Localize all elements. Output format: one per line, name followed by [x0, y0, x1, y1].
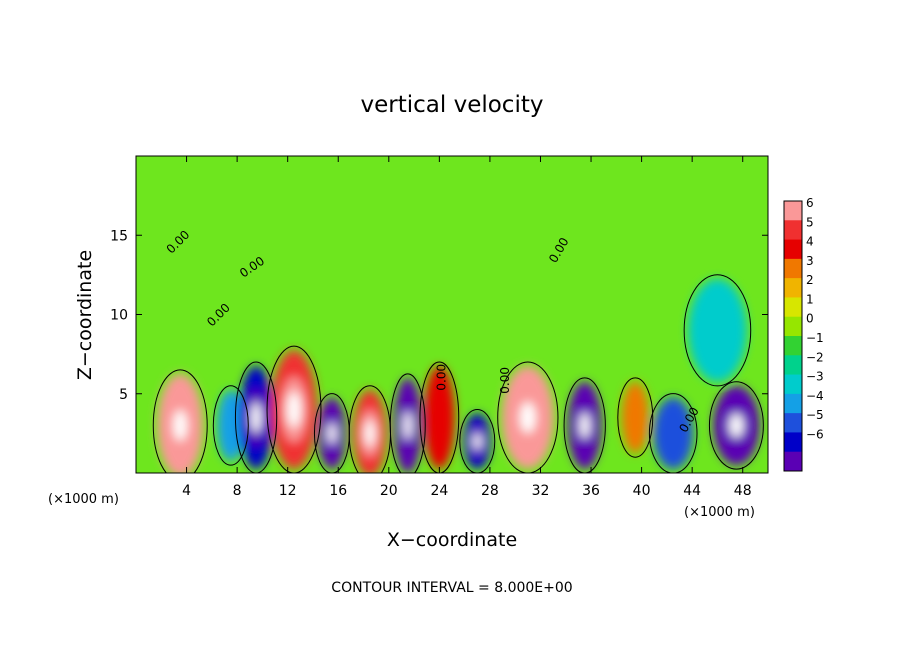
zero-contour — [266, 345, 322, 473]
x-tick-label: 16 — [329, 483, 347, 499]
colorbar-swatch — [784, 297, 802, 318]
y-tick-label: 10 — [110, 308, 128, 324]
y-axis-label: Z−coordinate — [74, 250, 96, 380]
colorbar-swatch — [784, 451, 802, 472]
contour-interval-note: CONTOUR INTERVAL = 8.000E+00 — [331, 580, 572, 596]
velocity-cell-peak — [403, 411, 412, 440]
chart-title: vertical velocity — [361, 92, 544, 118]
velocity-cell — [621, 381, 649, 454]
velocity-cell-peak — [729, 413, 744, 438]
zero-contour — [389, 373, 426, 473]
zero-contour — [234, 361, 278, 473]
colorbar-swatch — [784, 239, 802, 260]
velocity-cell — [423, 365, 455, 470]
colorbar-swatch — [784, 393, 802, 414]
colorbar-tick-label: 3 — [806, 254, 814, 268]
x-unit-left: (×1000 m) — [48, 492, 119, 507]
y-tick-label: 5 — [119, 387, 128, 403]
colorbar-tick-label: −3 — [806, 370, 824, 384]
zero-contour — [708, 381, 764, 470]
velocity-cell-peak — [251, 402, 262, 433]
colorbar-swatch — [784, 220, 802, 241]
colorbar-tick-label: −6 — [806, 427, 824, 441]
x-unit-right: (×1000 m) — [684, 505, 755, 520]
velocity-cell — [688, 278, 747, 382]
zero-contour — [563, 377, 606, 473]
zero-contour — [617, 377, 654, 458]
colorbar-swatch — [784, 374, 802, 395]
colorbar-swatch — [784, 432, 802, 453]
colorbar-tick-label: 6 — [806, 196, 814, 210]
colorbar-tick-label: −1 — [806, 331, 824, 345]
colorbar-tick-label: 1 — [806, 292, 814, 306]
zero-contour — [497, 361, 559, 473]
x-tick-label: 32 — [532, 483, 550, 499]
zero-contour — [419, 361, 460, 473]
velocity-cell-peak — [287, 391, 301, 428]
velocity-cell-peak — [327, 422, 336, 445]
contour-label: 0.00 — [435, 364, 449, 391]
velocity-cell-peak — [520, 402, 536, 433]
colorbar-swatch — [784, 355, 802, 376]
x-tick-label: 48 — [734, 483, 752, 499]
colorbar-tick-label: 5 — [806, 215, 814, 229]
y-tick-label: 15 — [110, 228, 128, 244]
x-axis-label: X−coordinate — [387, 529, 517, 551]
zero-contour — [683, 274, 752, 387]
x-tick-label: 8 — [233, 483, 242, 499]
velocity-cell — [653, 397, 693, 470]
colorbar-swatch — [784, 316, 802, 337]
colorbar-frame — [783, 200, 803, 472]
colorbar-tick-label: 4 — [806, 235, 814, 249]
zero-contour — [459, 409, 496, 473]
contour-label: 0.00 — [498, 367, 512, 394]
velocity-cell-peak — [579, 412, 590, 439]
zero-contour — [648, 393, 698, 473]
x-tick-label: 4 — [182, 483, 191, 499]
colorbar-swatch — [784, 336, 802, 356]
x-tick-label: 24 — [430, 483, 448, 499]
colorbar-swatch — [784, 258, 802, 279]
plot-area: 0.000.000.00 0.000.000.000.00 — [136, 156, 768, 473]
x-tick-label: 28 — [481, 483, 499, 499]
zero-contour — [152, 369, 208, 473]
colorbar-tick-label: −5 — [806, 408, 824, 422]
colorbar-swatch — [784, 201, 802, 221]
velocity-cell-peak — [173, 409, 188, 441]
colorbar-tick-label: 0 — [806, 312, 814, 326]
colorbar-tick-label: 2 — [806, 273, 814, 287]
x-tick-label: 44 — [683, 483, 701, 499]
x-tick-label: 36 — [582, 483, 600, 499]
zero-contour — [212, 385, 249, 466]
y-axis: 5 10 15 — [110, 228, 768, 403]
x-axis: 4 8 12 16 20 24 28 32 36 40 44 48 — [182, 156, 752, 499]
colorbar-tick-label: −4 — [806, 389, 824, 403]
x-tick-label: 20 — [380, 483, 398, 499]
colorbar: 6 5 4 3 2 1 0 −1 −2 −3 −4 −5 −6 — [783, 196, 824, 472]
colorbar-swatch — [784, 278, 802, 298]
velocity-cell-peak — [364, 420, 375, 447]
x-tick-label: 12 — [279, 483, 297, 499]
velocity-cell-peak — [473, 432, 482, 450]
colorbar-swatch — [784, 413, 802, 433]
x-tick-label: 40 — [633, 483, 651, 499]
colorbar-tick-label: −2 — [806, 350, 824, 364]
